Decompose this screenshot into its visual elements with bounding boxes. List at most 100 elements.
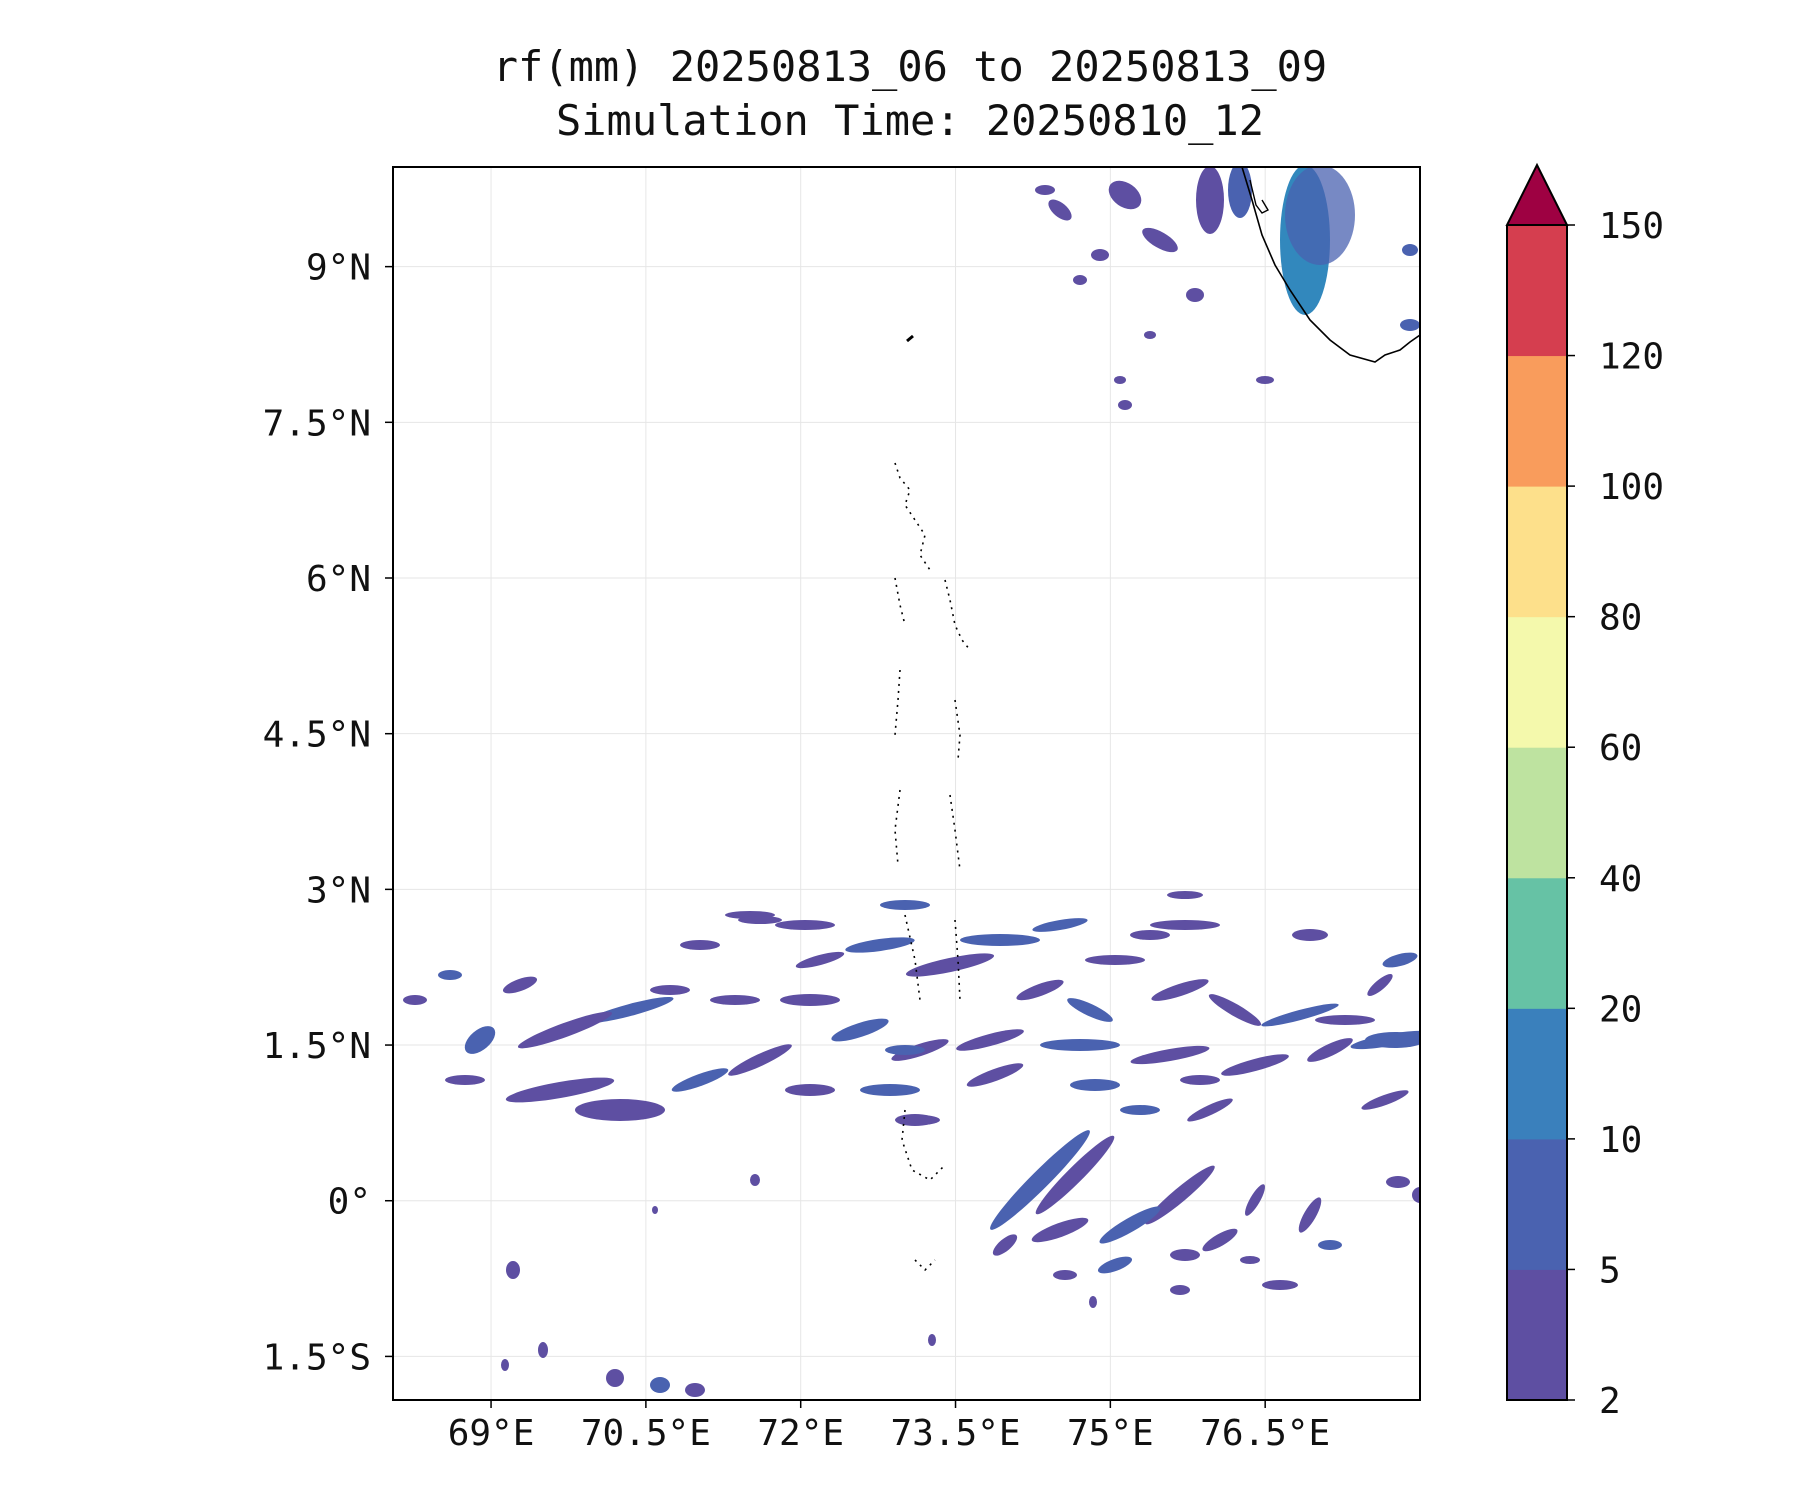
colorbar-segment	[1507, 1269, 1567, 1401]
title-line-2: Simulation Time: 20250810_12	[555, 96, 1264, 145]
rain-band	[992, 1234, 1018, 1256]
rain-streak	[1221, 1054, 1289, 1076]
rain-streak	[1382, 952, 1418, 968]
rain-streak	[1130, 930, 1170, 940]
y-axis: 9°N 7.5°N 6°N 4.5°N 3°N 1.5°N 0° 1.5°S	[263, 248, 393, 1378]
colorbar-segment	[1507, 355, 1567, 487]
colorbar-segment	[1507, 225, 1567, 357]
rain-blob	[1118, 400, 1132, 410]
colorbar-tick-label: 80	[1599, 598, 1642, 639]
rain-dot	[1386, 1176, 1410, 1188]
rain-streak	[1367, 974, 1393, 996]
rain-streak	[464, 1026, 496, 1054]
rain-streak	[880, 900, 930, 910]
rain-streak	[1067, 998, 1113, 1022]
rain-streak	[785, 1084, 835, 1096]
rain-band	[1245, 1184, 1265, 1216]
rain-band	[1298, 1197, 1322, 1233]
rain-streak	[885, 1045, 925, 1055]
rain-band	[1412, 1187, 1420, 1203]
colorbar: 2 5 10 20 40 60 80 100 120 150	[1505, 162, 1664, 1422]
rain-streak	[710, 995, 760, 1005]
rain-band	[1035, 1135, 1115, 1215]
rain-dot	[606, 1369, 624, 1387]
rain-band	[1240, 1256, 1260, 1264]
y-tick-label: 3°N	[306, 870, 371, 911]
rain-streak	[1187, 1098, 1233, 1122]
rain-streak	[1085, 955, 1145, 965]
colorbar-segment	[1507, 1008, 1567, 1140]
title-line-1: rf(mm) 20250813_06 to 20250813_09	[492, 42, 1328, 91]
rain-blob	[1108, 180, 1142, 210]
rain-streak	[1040, 1039, 1120, 1051]
rain-blob	[1285, 167, 1355, 265]
rain-streak	[517, 1011, 613, 1049]
rain-blob	[1035, 185, 1055, 195]
rain-streak	[1150, 920, 1220, 930]
colorbar-tick-label: 5	[1599, 1250, 1621, 1291]
rain-streak	[845, 937, 915, 953]
rain-dot	[650, 1377, 670, 1393]
map-background	[393, 167, 1420, 1400]
rain-streak	[1032, 918, 1088, 932]
rain-dot	[750, 1174, 760, 1186]
colorbar-tick-label: 150	[1599, 206, 1664, 247]
y-tick-label: 0°	[328, 1182, 371, 1223]
rain-streak	[1361, 1090, 1409, 1110]
gridlines	[393, 167, 1420, 1400]
minicoy-island	[906, 334, 914, 343]
rain-blob	[1256, 376, 1274, 384]
coastlines	[894, 167, 1420, 1272]
y-tick-label: 1.5°N	[263, 1026, 371, 1067]
rain-band	[1031, 1217, 1089, 1243]
colorbar-tick-label: 100	[1599, 467, 1664, 508]
rain-streak	[1350, 1030, 1420, 1050]
rain-dot	[652, 1206, 658, 1214]
rain-dot	[685, 1383, 705, 1397]
y-tick-label: 6°N	[306, 559, 371, 600]
rain-streak	[956, 1029, 1024, 1051]
rain-blob	[1186, 288, 1204, 302]
rain-streak	[1070, 1079, 1120, 1091]
rain-streak	[775, 920, 835, 930]
rain-streak	[860, 1084, 920, 1096]
rain-streak	[1261, 1003, 1339, 1027]
rain-streak	[966, 1063, 1024, 1087]
colorbar-segment	[1507, 747, 1567, 879]
y-tick-label: 1.5°S	[263, 1337, 371, 1378]
rain-blob	[1073, 275, 1087, 285]
rain-streak	[1307, 1038, 1353, 1062]
map-frame	[392, 166, 1421, 1401]
rain-streak	[728, 1044, 792, 1076]
rain-streak	[1130, 1045, 1210, 1065]
rain-dot	[928, 1334, 936, 1346]
rain-blob	[1142, 227, 1178, 253]
rain-dot	[506, 1261, 520, 1279]
rain-streak	[445, 1075, 485, 1085]
rain-streak	[502, 976, 538, 994]
rain-streak	[905, 953, 995, 977]
rain-streak	[1180, 1075, 1220, 1085]
colorbar-tick-label: 10	[1599, 1120, 1642, 1161]
colorbar-tick-label: 20	[1599, 989, 1642, 1030]
rain-streak	[403, 995, 427, 1005]
rain-band	[1097, 1256, 1133, 1274]
india-coastline	[1241, 167, 1420, 363]
rain-blob	[1114, 376, 1126, 384]
rain-dot	[501, 1359, 509, 1371]
colorbar-segment	[1507, 1138, 1567, 1270]
colorbar-tick-label: 60	[1599, 728, 1642, 769]
rain-streak	[1292, 929, 1328, 941]
rain-streak	[505, 1077, 615, 1103]
rain-streak	[1315, 1015, 1375, 1025]
rain-dot	[1089, 1296, 1097, 1308]
rain-blob	[1091, 249, 1109, 261]
colorbar-segment	[1507, 616, 1567, 748]
rain-band	[1202, 1228, 1238, 1252]
x-tick-label: 69°E	[448, 1413, 535, 1454]
rain-blob	[1400, 319, 1420, 331]
rain-band	[1262, 1280, 1298, 1290]
rain-blob	[1196, 167, 1224, 234]
rain-streak	[831, 1018, 889, 1042]
